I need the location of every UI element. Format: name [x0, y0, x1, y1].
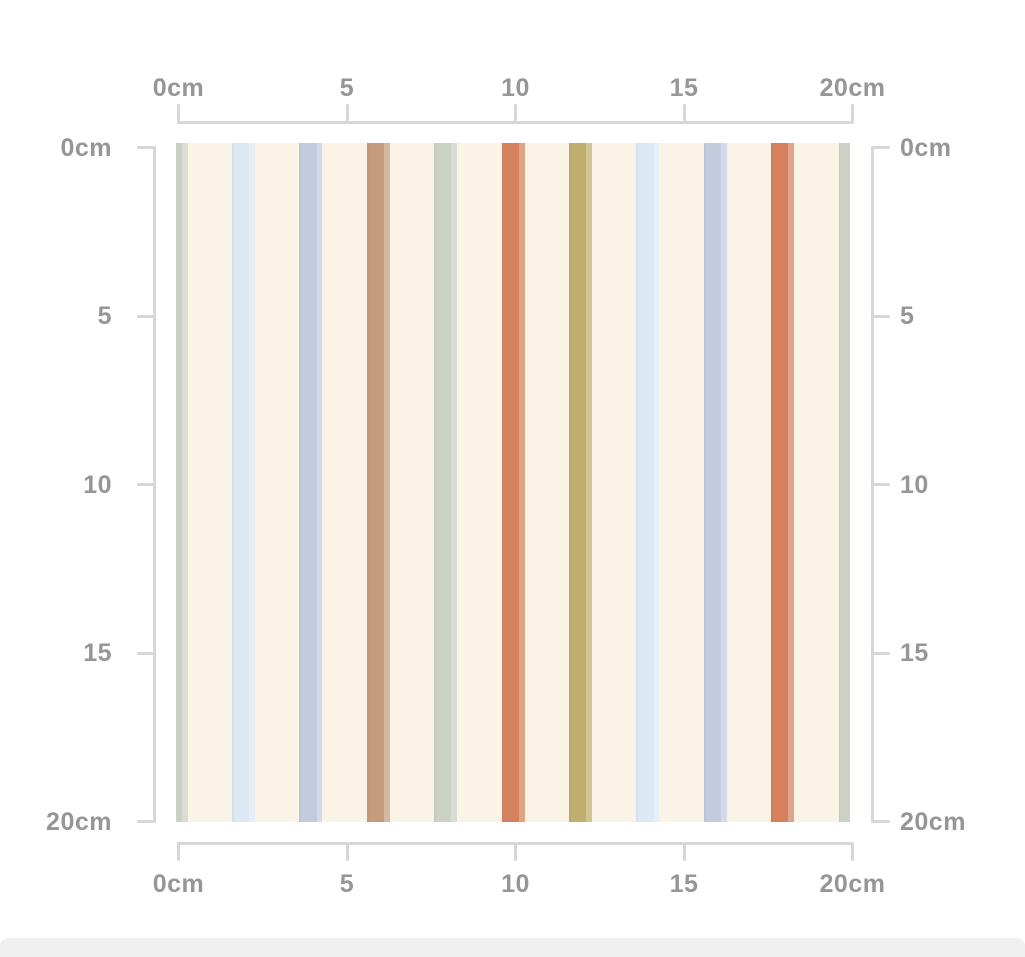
stripe-light-blue [636, 143, 660, 822]
ruler-bottom-label-20: 20cm [819, 870, 886, 898]
ruler-left-label-10: 10 [83, 470, 112, 499]
stripe-tan [366, 143, 390, 822]
ruler-top-tick-5 [345, 104, 349, 124]
stripe-sage [434, 143, 458, 822]
ruler-left-tick-5 [137, 314, 156, 318]
stripe-sage [176, 143, 188, 822]
stripe-terracotta [501, 143, 525, 822]
ruler-right-tick-0 [871, 146, 890, 149]
ruler-right-tick-20 [871, 820, 890, 823]
ruler-right-tick-15 [871, 651, 890, 655]
ruler-left-tick-15 [137, 651, 156, 655]
ruler-right-tick-10 [871, 483, 890, 486]
ruler-bottom-label-10: 10 [501, 870, 530, 898]
ruler-top-label-20: 20cm [819, 74, 886, 102]
ruler-right-label-10: 10 [900, 470, 929, 499]
stripe-light-blue [231, 143, 255, 822]
ruler-bottom-tick-15 [682, 842, 686, 861]
ruler-bottom-label-0: 0cm [152, 870, 205, 898]
ruler-left-tick-10 [137, 483, 156, 486]
ruler-top-label-10: 10 [501, 74, 530, 102]
ruler-top-tick-15 [682, 104, 686, 124]
ruler-left-label-0: 0cm [60, 133, 112, 162]
stripe-olive-gold [568, 143, 592, 822]
stripe-terracotta [771, 143, 795, 822]
ruler-top-label-15: 15 [669, 74, 699, 102]
ruler-top-label-0: 0cm [152, 74, 205, 102]
ruler-top-label-5: 5 [339, 74, 355, 102]
ruler-right-label-15: 15 [900, 639, 929, 667]
ruler-right-label-0: 0cm [900, 133, 952, 162]
ruler-bottom-label-5: 5 [339, 870, 355, 898]
ruler-top-tick-20 [851, 104, 854, 124]
ruler-right-label-20: 20cm [900, 807, 966, 836]
ruler-bottom-tick-5 [345, 842, 349, 861]
ruler-left-label-20: 20cm [46, 807, 112, 836]
stripe-sage [838, 143, 850, 822]
ruler-left-label-15: 15 [83, 639, 112, 667]
ruler-bottom-tick-10 [514, 842, 517, 861]
footer-band [0, 938, 1025, 957]
ruler-bottom-label-15: 15 [669, 870, 699, 898]
stripe-periwinkle [703, 143, 727, 822]
ruler-top-tick-0 [177, 104, 180, 124]
ruler-right-tick-5 [871, 314, 890, 318]
ruler-bottom-tick-20 [851, 842, 854, 861]
stripe-periwinkle [299, 143, 323, 822]
ruler-left-label-5: 5 [97, 302, 112, 330]
ruler-right-label-5: 5 [900, 302, 915, 330]
ruler-top-tick-10 [514, 104, 517, 124]
ruler-left-tick-0 [137, 146, 156, 149]
pattern-swatch [176, 143, 850, 822]
ruler-bottom-tick-0 [177, 842, 180, 861]
ruler-left-tick-20 [137, 820, 156, 823]
